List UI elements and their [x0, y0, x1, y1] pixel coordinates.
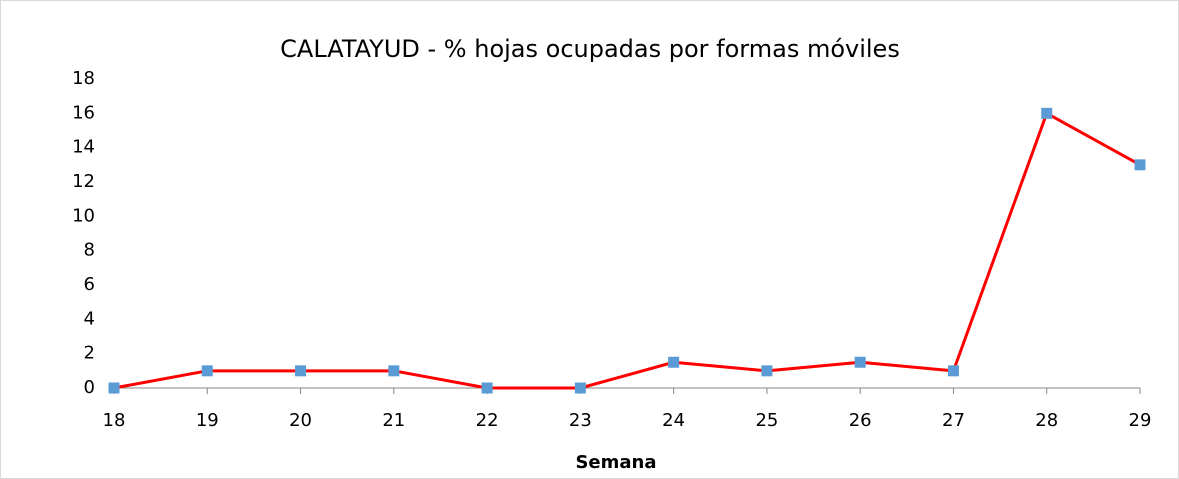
x-tick-label: 21: [382, 410, 405, 431]
marker: [481, 382, 493, 394]
x-tick-label: 27: [942, 410, 965, 431]
marker: [947, 365, 959, 377]
y-tick-label: 6: [84, 274, 95, 295]
marker: [1134, 159, 1146, 171]
chart-title: CALATAYUD - % hojas ocupadas por formas …: [280, 35, 900, 63]
marker: [854, 356, 866, 368]
x-tick-label: 29: [1129, 410, 1152, 431]
x-axis-label: Semana: [575, 452, 656, 473]
marker: [295, 365, 307, 377]
marker: [201, 365, 213, 377]
y-tick-label: 0: [84, 377, 95, 398]
y-tick-label: 4: [84, 308, 95, 329]
y-tick-label: 10: [72, 205, 95, 226]
x-tick-label: 23: [569, 410, 592, 431]
x-tick-label: 20: [289, 410, 312, 431]
series-line: [113, 111, 1141, 390]
y-tick-label: 2: [84, 343, 95, 364]
y-tick-label: 12: [72, 171, 95, 192]
y-tick-label: 18: [72, 68, 95, 89]
marker: [108, 382, 120, 394]
marker: [388, 365, 400, 377]
marker: [668, 356, 680, 368]
x-tick-label: 26: [849, 410, 872, 431]
x-tick-label: 25: [755, 410, 778, 431]
x-tick-label: 24: [662, 410, 685, 431]
y-tick-label: 8: [84, 240, 95, 261]
marker: [574, 382, 586, 394]
x-tick-label: 19: [196, 410, 219, 431]
x-tick-label: 22: [476, 410, 499, 431]
marker: [1041, 107, 1053, 119]
x-tick-label: 28: [1035, 410, 1058, 431]
y-tick-label: 16: [72, 102, 95, 123]
marker: [761, 365, 773, 377]
y-tick-label: 14: [72, 137, 95, 158]
x-tick-label: 18: [103, 410, 126, 431]
